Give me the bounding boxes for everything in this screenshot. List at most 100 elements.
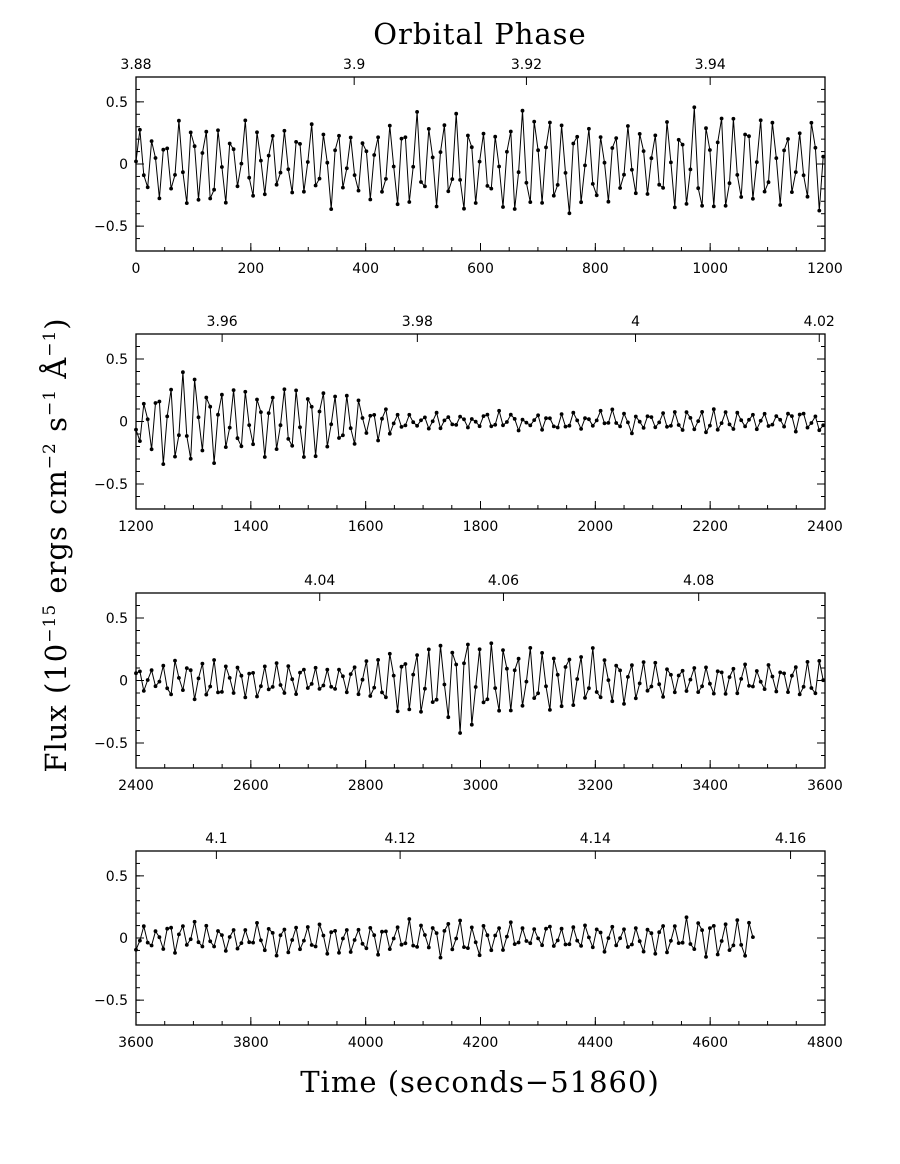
ylabel-part2: ergs cm	[39, 469, 73, 604]
flux-data-point	[731, 943, 736, 948]
flux-data-point	[520, 703, 525, 708]
phase-tick-label: 4.02	[804, 314, 835, 330]
flux-data-point	[286, 664, 291, 668]
flux-data-point	[774, 156, 779, 161]
flux-data-point	[188, 130, 193, 135]
phase-tick-label: 4.14	[580, 831, 611, 847]
flux-data-point	[454, 423, 459, 427]
flux-data-point	[216, 690, 220, 695]
flux-data-point	[204, 692, 209, 697]
flux-data-point	[395, 709, 400, 714]
flux-data-point	[384, 177, 388, 181]
flux-data-point	[797, 412, 802, 417]
flux-data-point	[817, 428, 822, 433]
flux-data-point	[204, 129, 209, 134]
flux-data-point	[665, 667, 669, 672]
flux-data-point	[266, 153, 271, 158]
flux-data-point	[348, 950, 353, 954]
flux-data-point	[676, 673, 681, 678]
flux-data-point	[274, 661, 279, 665]
flux-data-point	[262, 192, 267, 197]
flux-data-point	[637, 939, 642, 944]
flux-data-point	[536, 413, 540, 418]
flux-data-point	[489, 186, 494, 191]
flux-data-point	[528, 423, 533, 428]
flux-data-point	[290, 443, 295, 448]
flux-data-point	[817, 208, 822, 213]
y-tick-label: 0	[119, 157, 128, 173]
flux-data-point	[481, 700, 486, 705]
flux-data-point	[227, 425, 232, 430]
flux-data-point	[473, 419, 478, 424]
flux-data-point	[438, 426, 443, 431]
ylabel-exp2: −2	[40, 442, 60, 469]
flux-data-point	[676, 423, 681, 427]
flux-data-point	[450, 947, 455, 952]
flux-data-point	[181, 688, 185, 692]
flux-data-point	[626, 675, 630, 679]
flux-data-point	[770, 120, 775, 125]
flux-data-point	[204, 395, 209, 400]
flux-data-point	[571, 703, 576, 707]
x-tick-label: 2800	[348, 778, 384, 794]
flux-data-point	[548, 416, 552, 421]
flux-data-point	[555, 425, 560, 430]
flux-data-point	[473, 940, 478, 945]
phase-tick-label: 4.04	[304, 573, 335, 589]
flux-data-point	[633, 191, 638, 196]
flux-data-point	[259, 158, 263, 163]
flux-data-point	[637, 132, 642, 136]
flux-data-point	[419, 709, 423, 714]
flux-data-point	[743, 132, 747, 137]
flux-data-point	[633, 926, 638, 930]
flux-data-point	[333, 394, 337, 399]
flux-data-point	[469, 722, 474, 727]
flux-data-point	[524, 679, 529, 684]
flux-data-point	[387, 123, 392, 128]
flux-data-point	[633, 696, 638, 701]
flux-data-point	[302, 938, 306, 943]
flux-data-point	[653, 133, 658, 138]
flux-data-point	[192, 919, 197, 924]
flux-data-point	[758, 679, 763, 684]
flux-data-point	[278, 933, 283, 938]
ylabel-part3: s	[39, 416, 73, 442]
flux-data-point	[403, 135, 408, 140]
y-tick-label: −0.5	[94, 736, 128, 752]
flux-data-point	[497, 926, 501, 930]
x-tick-label: 3000	[463, 778, 499, 794]
flux-data-point	[680, 142, 685, 147]
flux-data-point	[813, 691, 818, 696]
flux-data-point	[208, 196, 213, 201]
flux-data-point	[344, 393, 349, 398]
flux-data-point	[590, 646, 595, 650]
phase-tick-label: 4.06	[488, 573, 519, 589]
flux-data-point	[356, 398, 361, 403]
flux-data-point	[251, 671, 256, 675]
flux-data-point	[700, 203, 704, 208]
phase-tick-label: 4.1	[205, 831, 227, 847]
flux-data-point	[751, 935, 755, 939]
flux-data-point	[540, 427, 544, 432]
x-tick-label: 2000	[578, 519, 614, 535]
flux-data-point	[559, 412, 564, 416]
panel-2: 1200 1400 1600 1800 2000 2200 2400 −0.5 0 0.5 3.96…	[94, 314, 843, 535]
flux-data-point	[438, 150, 443, 155]
flux-data-point	[790, 673, 794, 678]
flux-data-point	[446, 189, 451, 194]
flux-data-point	[450, 177, 455, 182]
flux-data-point	[426, 945, 431, 950]
x-tick-label: 400	[352, 261, 379, 277]
flux-data-point	[485, 697, 490, 702]
x-tick-label: 4200	[463, 1035, 499, 1051]
y-tick-label: −0.5	[94, 477, 128, 493]
flux-data-point	[387, 947, 392, 951]
flux-data-point	[688, 167, 693, 172]
flux-data-point	[555, 183, 560, 187]
flux-data-point	[711, 691, 716, 696]
flux-data-point	[466, 133, 470, 138]
flux-data-point	[161, 147, 166, 152]
flux-data-point	[466, 642, 470, 647]
flux-data-point	[645, 414, 650, 419]
flux-data-point	[762, 687, 767, 691]
